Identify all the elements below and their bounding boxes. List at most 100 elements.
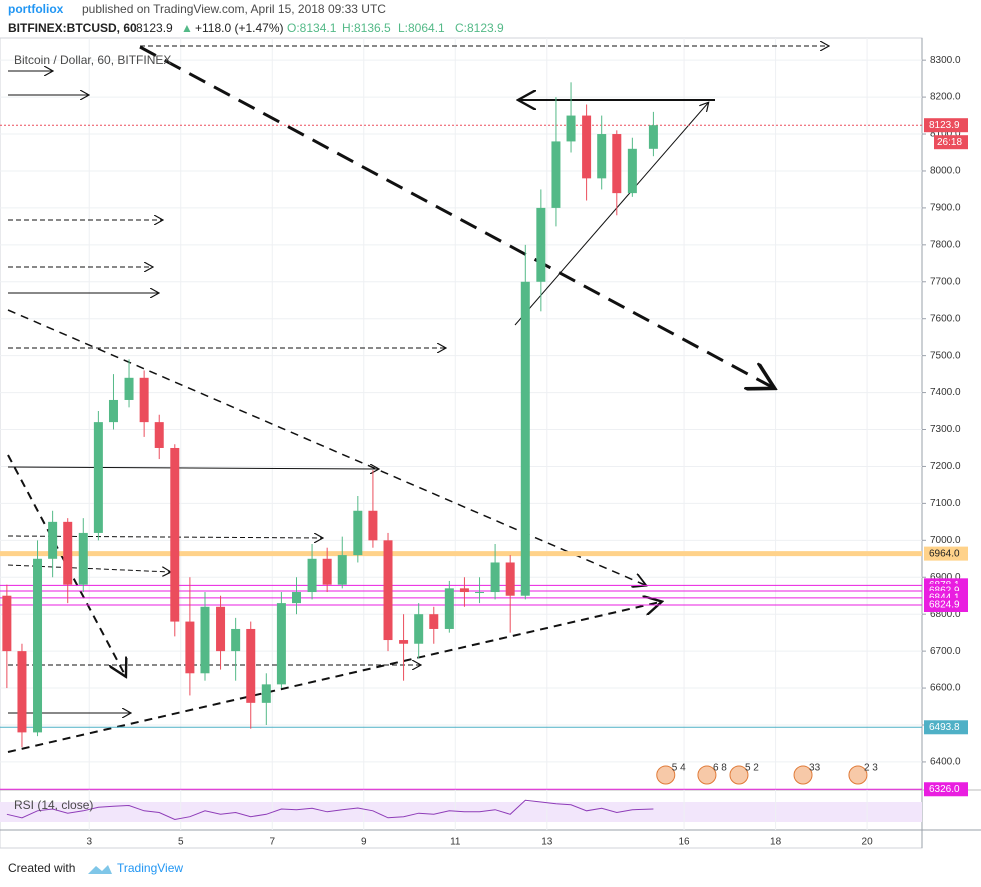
candle-body: [490, 562, 500, 593]
candle-body: [108, 399, 118, 423]
candle-body: [200, 606, 210, 674]
x-tick-label: 18: [770, 837, 782, 848]
candle-body: [505, 562, 515, 596]
candle-body: [292, 592, 302, 604]
x-tick-label: 3: [86, 837, 92, 848]
change: +118.0 (+1.47%): [195, 21, 284, 35]
y-tick-label: 7900.0: [930, 203, 961, 214]
y-tick-label: 6900.0: [930, 572, 961, 583]
ohlc: L:8064.1: [398, 21, 445, 35]
event-icon: [729, 765, 749, 785]
candle-body: [322, 558, 332, 585]
candle-body: [383, 540, 393, 641]
y-tick-label: 7700.0: [930, 276, 961, 287]
event-icon: [697, 765, 717, 785]
y-tick-label: 8100.0: [930, 129, 961, 140]
rsi-label: RSI (14, close): [14, 798, 93, 812]
event-label: 2 3: [864, 763, 878, 774]
candle-body: [582, 115, 592, 179]
change-arrow: ▲: [181, 21, 193, 35]
pane-frame: [0, 37, 923, 849]
event-label: 5 2: [745, 763, 759, 774]
candle-body: [78, 532, 88, 585]
countdown: 26:18: [937, 137, 962, 148]
candle-body: [475, 592, 485, 594]
rsi-line: [6, 799, 654, 821]
event-label: 5 4: [672, 763, 686, 774]
y-tick-label: 7800.0: [930, 239, 961, 250]
y-tick-label: 7600.0: [930, 313, 961, 324]
candle-body: [429, 614, 439, 629]
y-tick-label: 7500.0: [930, 350, 961, 361]
drawing: [514, 103, 708, 326]
published: published on TradingView.com, April 15, …: [82, 2, 386, 16]
drawing: [139, 45, 772, 387]
candle-body: [399, 640, 409, 644]
candle-body: [536, 207, 546, 282]
candle-body: [124, 377, 134, 400]
event-icon: [793, 765, 813, 785]
candle-body: [216, 606, 226, 652]
tv-logo: [88, 865, 112, 874]
price-tag: [924, 118, 968, 133]
drawing: [7, 536, 322, 538]
event-label: 6 8: [713, 763, 727, 774]
y-tick-label: 6600.0: [930, 683, 961, 694]
y-tick-label: 7000.0: [930, 535, 961, 546]
footer-brand[interactable]: TradingView: [117, 861, 183, 875]
candle-body: [48, 521, 58, 559]
candle-body: [2, 595, 12, 652]
y-tick-label: 7400.0: [930, 387, 961, 398]
candle-body: [597, 134, 607, 179]
author: portfoliox: [8, 2, 64, 16]
candle-body: [551, 141, 561, 208]
price-tag: [924, 546, 968, 561]
candle-body: [444, 588, 454, 629]
ohlc: O:8134.1: [287, 21, 337, 35]
price-tag-label: 6493.8: [929, 722, 960, 733]
x-tick-label: 16: [679, 837, 691, 848]
candle-body: [93, 422, 103, 533]
y-tick-label: 8300.0: [930, 55, 961, 66]
footer-created: Created with: [8, 861, 75, 875]
x-tick-label: 11: [450, 837, 461, 848]
price-tag-label: 6964.0: [929, 548, 960, 559]
y-tick-label: 6700.0: [930, 646, 961, 657]
candle-body: [520, 281, 530, 596]
x-tick-label: 9: [361, 837, 367, 848]
y-tick-label: 6800.0: [930, 609, 961, 620]
y-tick-label: 7200.0: [930, 461, 961, 472]
price-tag-label: 6824.9: [929, 600, 960, 611]
candle-body: [17, 651, 27, 733]
candle-body: [307, 558, 317, 593]
candle-body: [459, 588, 469, 593]
ohlc: H:8136.5: [342, 21, 391, 35]
drawing: [7, 467, 378, 469]
candle-body: [627, 148, 637, 194]
candle-body: [566, 115, 576, 142]
y-tick-label: 8000.0: [930, 166, 961, 177]
candle-body: [246, 628, 256, 703]
x-tick-label: 13: [541, 837, 553, 848]
price-tag-label: 8123.9: [929, 120, 960, 131]
candle-body: [170, 447, 180, 622]
symbol-line: BITFINEX:BTCUSD, 60 8123.9 ▲ +118.0 (+1.…: [8, 21, 504, 35]
y-tick-label: 7300.0: [930, 424, 961, 435]
price-tag: [924, 720, 968, 735]
candle-body: [154, 422, 164, 448]
event-label: 33: [809, 763, 821, 774]
candle-body: [276, 603, 286, 685]
candle-body: [63, 521, 73, 585]
x-tick-label: 5: [178, 837, 184, 848]
candle-body: [337, 555, 347, 585]
x-tick-label: 7: [269, 837, 275, 848]
ohlc: C:8123.9: [455, 21, 504, 35]
countdown-tag: [934, 135, 968, 150]
symbol: BITFINEX:BTCUSD, 60: [8, 21, 137, 35]
candle-body: [353, 510, 363, 556]
candle-body: [648, 125, 658, 149]
drawing: [7, 309, 645, 585]
price-tag: [924, 782, 968, 797]
candle-body: [261, 684, 271, 703]
